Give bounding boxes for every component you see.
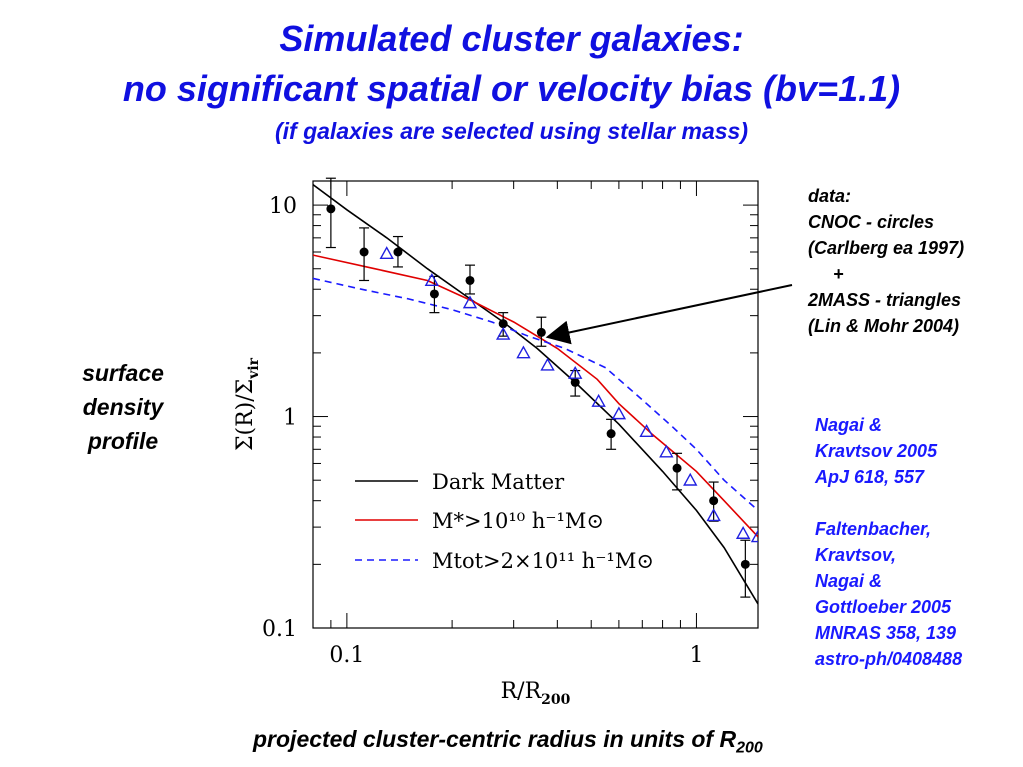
cnoc-point [606, 429, 616, 439]
stellar-mass-line [313, 254, 758, 538]
cnoc-point [536, 327, 546, 337]
x-caption-text: projected cluster-centric radius in unit… [253, 726, 737, 752]
side-label-line-2: density [82, 394, 164, 420]
twomass-point [611, 406, 627, 420]
cnoc-point [570, 377, 580, 387]
legend-label: M*>10¹⁰ h⁻¹M⊙ [432, 509, 604, 533]
twomass-point [750, 529, 758, 543]
x-tick-label: 1 [689, 643, 703, 668]
dark-matter-line [313, 183, 758, 605]
cnoc-point [740, 559, 750, 569]
twomass-point [495, 326, 511, 340]
data-sources-annotation: data: CNOC - circles (Carlberg ea 1997) … [808, 186, 965, 336]
cnoc-point [465, 275, 475, 285]
twomass-point [659, 444, 674, 458]
references-annotation: Nagai & Kravtsov 2005 ApJ 618, 557 Falte… [815, 415, 963, 669]
cnoc-point [393, 247, 403, 257]
twomass-point [639, 424, 654, 437]
y-tick-label: 10 [269, 194, 297, 219]
cnoc-point [672, 463, 682, 473]
twomass-point [516, 345, 531, 359]
twomass-point [379, 246, 394, 260]
twomass-point [706, 508, 721, 522]
twomass-point [462, 295, 478, 309]
y-axis-label: Σ(R)/Σvir [233, 357, 262, 451]
twomass-point [568, 365, 583, 379]
plot-frame [312, 180, 759, 629]
cnoc-point [498, 319, 508, 329]
cnoc-point [709, 496, 719, 506]
total-mass-line [313, 277, 758, 511]
cnoc-point [326, 204, 336, 214]
legend-label: Mtot>2×10¹¹ h⁻¹M⊙ [432, 549, 654, 573]
x-caption: projected cluster-centric radius in unit… [253, 726, 763, 758]
side-label-line-3: profile [87, 428, 159, 454]
x-axis-label: R/R200 [501, 679, 571, 708]
x-caption-subscript: 200 [736, 739, 763, 757]
title-line-2: no significant spatial or velocity bias … [122, 68, 901, 109]
title-line-1: Simulated cluster galaxies: [279, 18, 744, 59]
cnoc-point [359, 247, 369, 257]
x-tick-label: 0.1 [329, 643, 364, 668]
title-line-3: (if galaxies are selected using stellar … [274, 118, 748, 144]
y-tick-label: 1 [283, 406, 297, 431]
twomass-point [683, 472, 698, 486]
twomass-point [540, 357, 555, 371]
annotation-arrow [545, 284, 793, 345]
twomass-point [424, 273, 440, 286]
twomass-point [591, 393, 606, 407]
cnoc-point [429, 289, 439, 299]
y-tick-label: 0.1 [262, 617, 297, 642]
legend-label: Dark Matter [432, 470, 565, 494]
twomass-point [735, 526, 751, 539]
side-label-line-1: surface [82, 360, 164, 386]
y-side-label: surface density profile [58, 356, 188, 458]
